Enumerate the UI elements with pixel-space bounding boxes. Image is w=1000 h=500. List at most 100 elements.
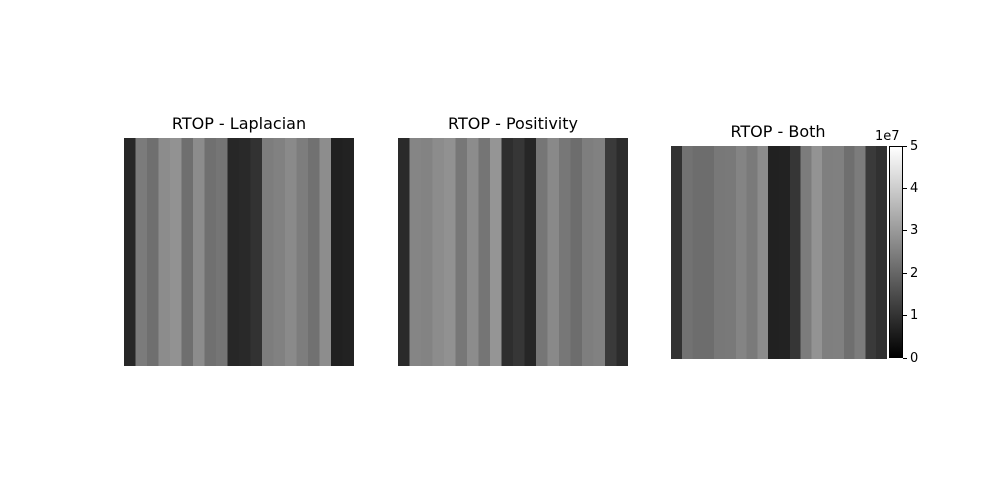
- heatmap-cell-laplacian: [227, 206, 240, 219]
- heatmap-cell-laplacian: [331, 160, 343, 173]
- heatmap-cell-both: [703, 316, 715, 328]
- heatmap-cell-positivity: [547, 286, 560, 298]
- heatmap-cell-both: [843, 295, 855, 306]
- heatmap-cell-positivity: [444, 331, 456, 344]
- heatmap-cell-positivity: [501, 354, 514, 366]
- heatmap-cell-positivity: [547, 309, 560, 321]
- heatmap-cell-laplacian: [204, 263, 217, 276]
- heatmap-cell-positivity: [616, 252, 628, 264]
- heatmap-cell-both: [822, 252, 834, 264]
- heatmap-cell-laplacian: [124, 183, 136, 196]
- heatmap-cell-positivity: [593, 286, 606, 298]
- heatmap-cell-positivity: [444, 138, 456, 150]
- heatmap-cell-both: [757, 167, 769, 179]
- heatmap-cell-positivity: [455, 206, 468, 219]
- heatmap-cell-laplacian: [342, 229, 354, 241]
- heatmap-cell-positivity: [432, 252, 445, 264]
- heatmap-cell-laplacian: [170, 240, 182, 253]
- heatmap-cell-positivity: [467, 160, 479, 173]
- heatmap-cell-both: [725, 263, 737, 275]
- heatmap-cell-laplacian: [147, 286, 159, 298]
- heatmap-cell-both: [757, 146, 769, 157]
- heatmap-cell-positivity: [455, 183, 468, 196]
- heatmap-cell-both: [671, 252, 683, 264]
- heatmap-cell-both: [779, 220, 791, 232]
- heatmap-cell-positivity: [570, 309, 583, 321]
- heatmap-cell-positivity: [593, 274, 606, 287]
- heatmap-cell-laplacian: [331, 309, 343, 321]
- heatmap-cell-laplacian: [239, 343, 251, 355]
- heatmap-cell-positivity: [616, 297, 628, 310]
- heatmap-cell-positivity: [593, 331, 606, 344]
- heatmap-cell-laplacian: [124, 274, 136, 287]
- heatmap-cell-both: [854, 188, 866, 200]
- heatmap-cell-positivity: [582, 331, 594, 344]
- heatmap-cell-laplacian: [124, 160, 136, 173]
- heatmap-cell-positivity: [559, 274, 571, 287]
- heatmap-cell-laplacian: [147, 343, 159, 355]
- heatmap-cell-positivity: [616, 286, 628, 298]
- heatmap-cell-both: [725, 273, 737, 285]
- heatmap-cell-positivity: [524, 263, 537, 276]
- heatmap-cell-laplacian: [331, 263, 343, 276]
- heatmap-cell-laplacian: [296, 183, 309, 196]
- heatmap-cell-laplacian: [273, 274, 286, 287]
- panel-title-laplacian: RTOP - Laplacian: [171, 114, 307, 133]
- heatmap-cell-both: [779, 177, 791, 189]
- heatmap-cell-laplacian: [147, 217, 159, 230]
- heatmap-cell-both: [811, 177, 823, 189]
- heatmap-cell-positivity: [616, 309, 628, 321]
- heatmap-cell-laplacian: [227, 160, 240, 173]
- heatmap-cell-laplacian: [124, 172, 136, 184]
- heatmap-cell-both: [876, 146, 887, 157]
- heatmap-cell-positivity: [547, 252, 560, 264]
- heatmap-cell-both: [692, 167, 704, 179]
- heatmap-cell-both: [671, 199, 683, 211]
- heatmap-cell-positivity: [559, 172, 571, 184]
- heatmap-cell-both: [833, 199, 845, 211]
- heatmap-cell-positivity: [409, 138, 422, 150]
- heatmap-cell-positivity: [593, 320, 606, 333]
- heatmap-cell-positivity: [421, 172, 433, 184]
- heatmap-cell-positivity: [501, 286, 514, 298]
- heatmap-cell-positivity: [605, 217, 617, 230]
- heatmap-cell-both: [800, 295, 812, 306]
- heatmap-cell-positivity: [467, 149, 479, 162]
- heatmap-cell-positivity: [478, 195, 491, 207]
- heatmap-cell-positivity: [409, 160, 422, 173]
- heatmap-cell-laplacian: [135, 354, 148, 366]
- heatmap-cell-laplacian: [124, 138, 136, 150]
- heatmap-cell-laplacian: [308, 240, 320, 253]
- heatmap-cell-both: [789, 348, 801, 359]
- heatmap-cell-laplacian: [262, 206, 274, 219]
- heatmap-cell-both: [789, 305, 801, 317]
- heatmap-cell-laplacian: [204, 195, 217, 207]
- heatmap-cell-positivity: [444, 320, 456, 333]
- heatmap-cell-laplacian: [193, 195, 205, 207]
- heatmap-cell-both: [681, 156, 693, 168]
- heatmap-cell-laplacian: [262, 138, 274, 150]
- heatmap-cell-both: [811, 156, 823, 168]
- heatmap-cell-both: [811, 146, 823, 157]
- heatmap-cell-laplacian: [216, 297, 228, 310]
- heatmap-cell-laplacian: [204, 297, 217, 310]
- heatmap-cell-positivity: [513, 274, 525, 287]
- heatmap-cell-both: [746, 199, 758, 211]
- heatmap-cell-laplacian: [319, 160, 332, 173]
- heatmap-cell-laplacian: [342, 274, 354, 287]
- heatmap-cell-positivity: [421, 297, 433, 310]
- heatmap-cell-laplacian: [331, 217, 343, 230]
- heatmap-cell-both: [757, 231, 769, 243]
- heatmap-cell-positivity: [467, 309, 479, 321]
- heatmap-cell-both: [725, 167, 737, 179]
- heatmap-cell-laplacian: [331, 172, 343, 184]
- heatmap-cell-both: [746, 156, 758, 168]
- heatmap-cell-both: [843, 156, 855, 168]
- heatmap-cell-both: [714, 209, 726, 221]
- heatmap-cell-both: [789, 241, 801, 253]
- heatmap-cell-laplacian: [158, 252, 171, 264]
- heatmap-cell-positivity: [490, 206, 502, 219]
- heatmap-cell-positivity: [501, 149, 514, 162]
- heatmap-cell-laplacian: [239, 263, 251, 276]
- heatmap-cell-both: [833, 263, 845, 275]
